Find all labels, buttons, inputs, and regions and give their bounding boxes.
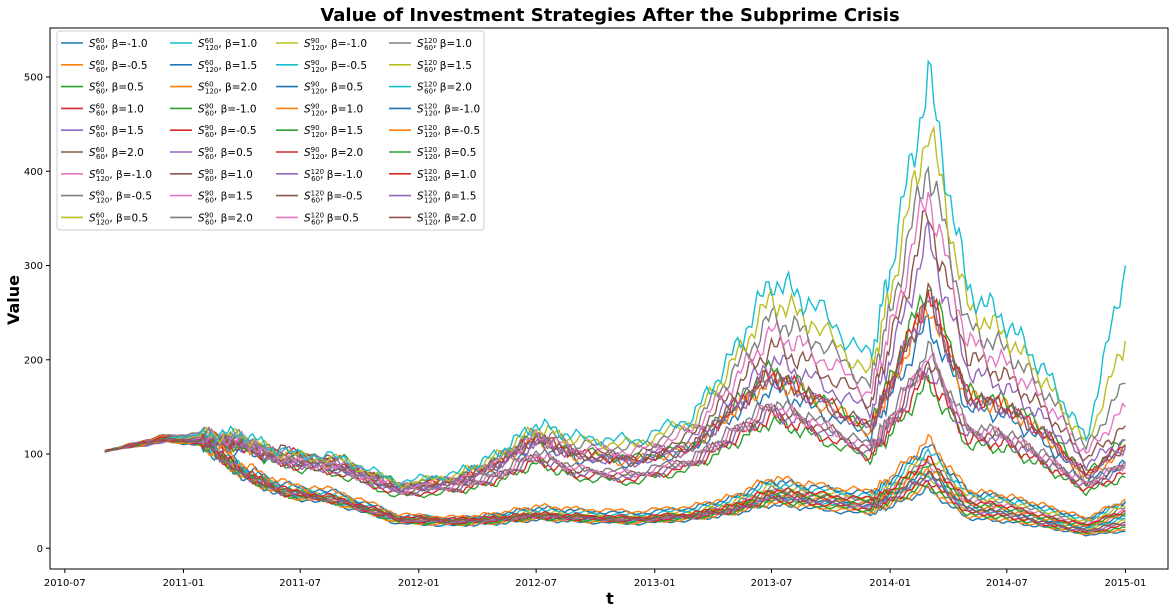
y-axis-label: Value: [4, 275, 23, 325]
series-line: [104, 59, 1127, 488]
legend-label: S90 120, β=1.5: [304, 124, 363, 139]
axes-frame: [49, 27, 1169, 570]
legend-label: S60 120, β=2.0: [198, 81, 257, 96]
legend-label: S60 120, β=0.5: [89, 211, 148, 226]
legend-label: S120 120, β=0.5: [417, 146, 476, 161]
series-line: [104, 351, 1127, 496]
series-line: [104, 434, 1126, 532]
chart-title: Value of Investment Strategies After the…: [320, 5, 899, 26]
y-tick-label: 300: [24, 261, 43, 272]
x-tick-label: 2012-01: [398, 578, 440, 589]
x-tick-label: 2014-07: [986, 578, 1028, 589]
legend-label: S120 120, β=1.0: [417, 168, 476, 183]
legend-label: S60 120, β=1.0: [198, 37, 257, 52]
legend-label: S90 120, β=-0.5: [304, 59, 367, 74]
series-line: [104, 433, 1126, 520]
x-tick-label: 2013-01: [634, 578, 676, 589]
series-line: [104, 291, 1126, 491]
legend-label: S120 60, β=2.0: [417, 81, 472, 96]
legend-label: S120 120, β=2.0: [417, 211, 476, 226]
x-tick-label: 2014-01: [869, 578, 911, 589]
legend-label: S120 120, β=-1.0: [417, 102, 480, 117]
legend-label: S120 60, β=-0.5: [304, 190, 363, 205]
y-tick-label: 0: [37, 544, 43, 555]
legend-label: S60 60, β=1.0: [89, 102, 144, 117]
legend-label: S120 120, β=1.5: [417, 190, 476, 205]
x-axis-ticks: 2010-07 2011-01 2011-07 2012-01 2012-07 2013-…: [44, 569, 1146, 589]
legend-label: S90 60, β=1.5: [198, 190, 253, 205]
legend-label: S60 60, β=0.5: [89, 81, 144, 96]
legend-label: S90 120, β=-1.0: [304, 37, 367, 52]
legend-label: S90 120, β=1.0: [304, 102, 363, 117]
legend-box: [56, 30, 485, 231]
y-tick-label: 500: [24, 73, 43, 84]
series-line: [104, 281, 1126, 491]
legend-label: S60 120, β=-0.5: [89, 190, 152, 205]
legend-label: S60 60, β=2.0: [89, 146, 144, 161]
x-tick-label: 2013-07: [751, 578, 793, 589]
legend-label: S90 60, β=0.5: [198, 146, 253, 161]
legend-label: S90 60, β=-1.0: [198, 102, 257, 117]
legend-label: S60 60, β=-0.5: [89, 59, 148, 74]
plot-area: [104, 59, 1127, 537]
x-tick-label: 2011-01: [163, 578, 205, 589]
legend-label: S120 60, β=-1.0: [304, 168, 363, 183]
y-axis-ticks: 0 100 200 300 400 500: [24, 73, 50, 555]
x-tick-label: 2012-07: [515, 578, 557, 589]
legend-label: S90 60, β=2.0: [198, 211, 253, 226]
legend-label: S120 60, β=0.5: [304, 211, 359, 226]
y-tick-label: 100: [24, 450, 43, 461]
legend-label: S120 60, β=1.0: [417, 37, 472, 52]
y-tick-label: 400: [24, 167, 43, 178]
legend-label: S90 60, β=1.0: [198, 168, 253, 183]
legend-label: S120 60, β=1.5: [417, 59, 472, 74]
series-line: [104, 340, 1126, 495]
legend-label: S90 120, β=2.0: [304, 146, 363, 161]
legend-label: S90 60, β=-0.5: [198, 124, 257, 139]
legend-label: S60 120, β=1.5: [198, 59, 257, 74]
legend-label: S60 60, β=-1.0: [89, 37, 148, 52]
legend-label: S60 120, β=-1.0: [89, 168, 152, 183]
x-axis-label: t: [606, 589, 614, 608]
x-tick-label: 2010-07: [44, 578, 86, 589]
x-tick-label: 2015-01: [1105, 578, 1147, 589]
series-line: [104, 433, 1126, 527]
legend-label: S60 60, β=1.5: [89, 124, 144, 139]
y-tick-label: 200: [24, 355, 43, 366]
x-tick-label: 2011-07: [279, 578, 321, 589]
legend: S60 60, β=-1.0 S60 60, β=-0.5 S60 60, β=0.5 S6…: [56, 30, 485, 231]
legend-label: S90 120, β=0.5: [304, 81, 363, 96]
series-line: [104, 165, 1126, 489]
legend-label: S120 120, β=-0.5: [417, 124, 480, 139]
